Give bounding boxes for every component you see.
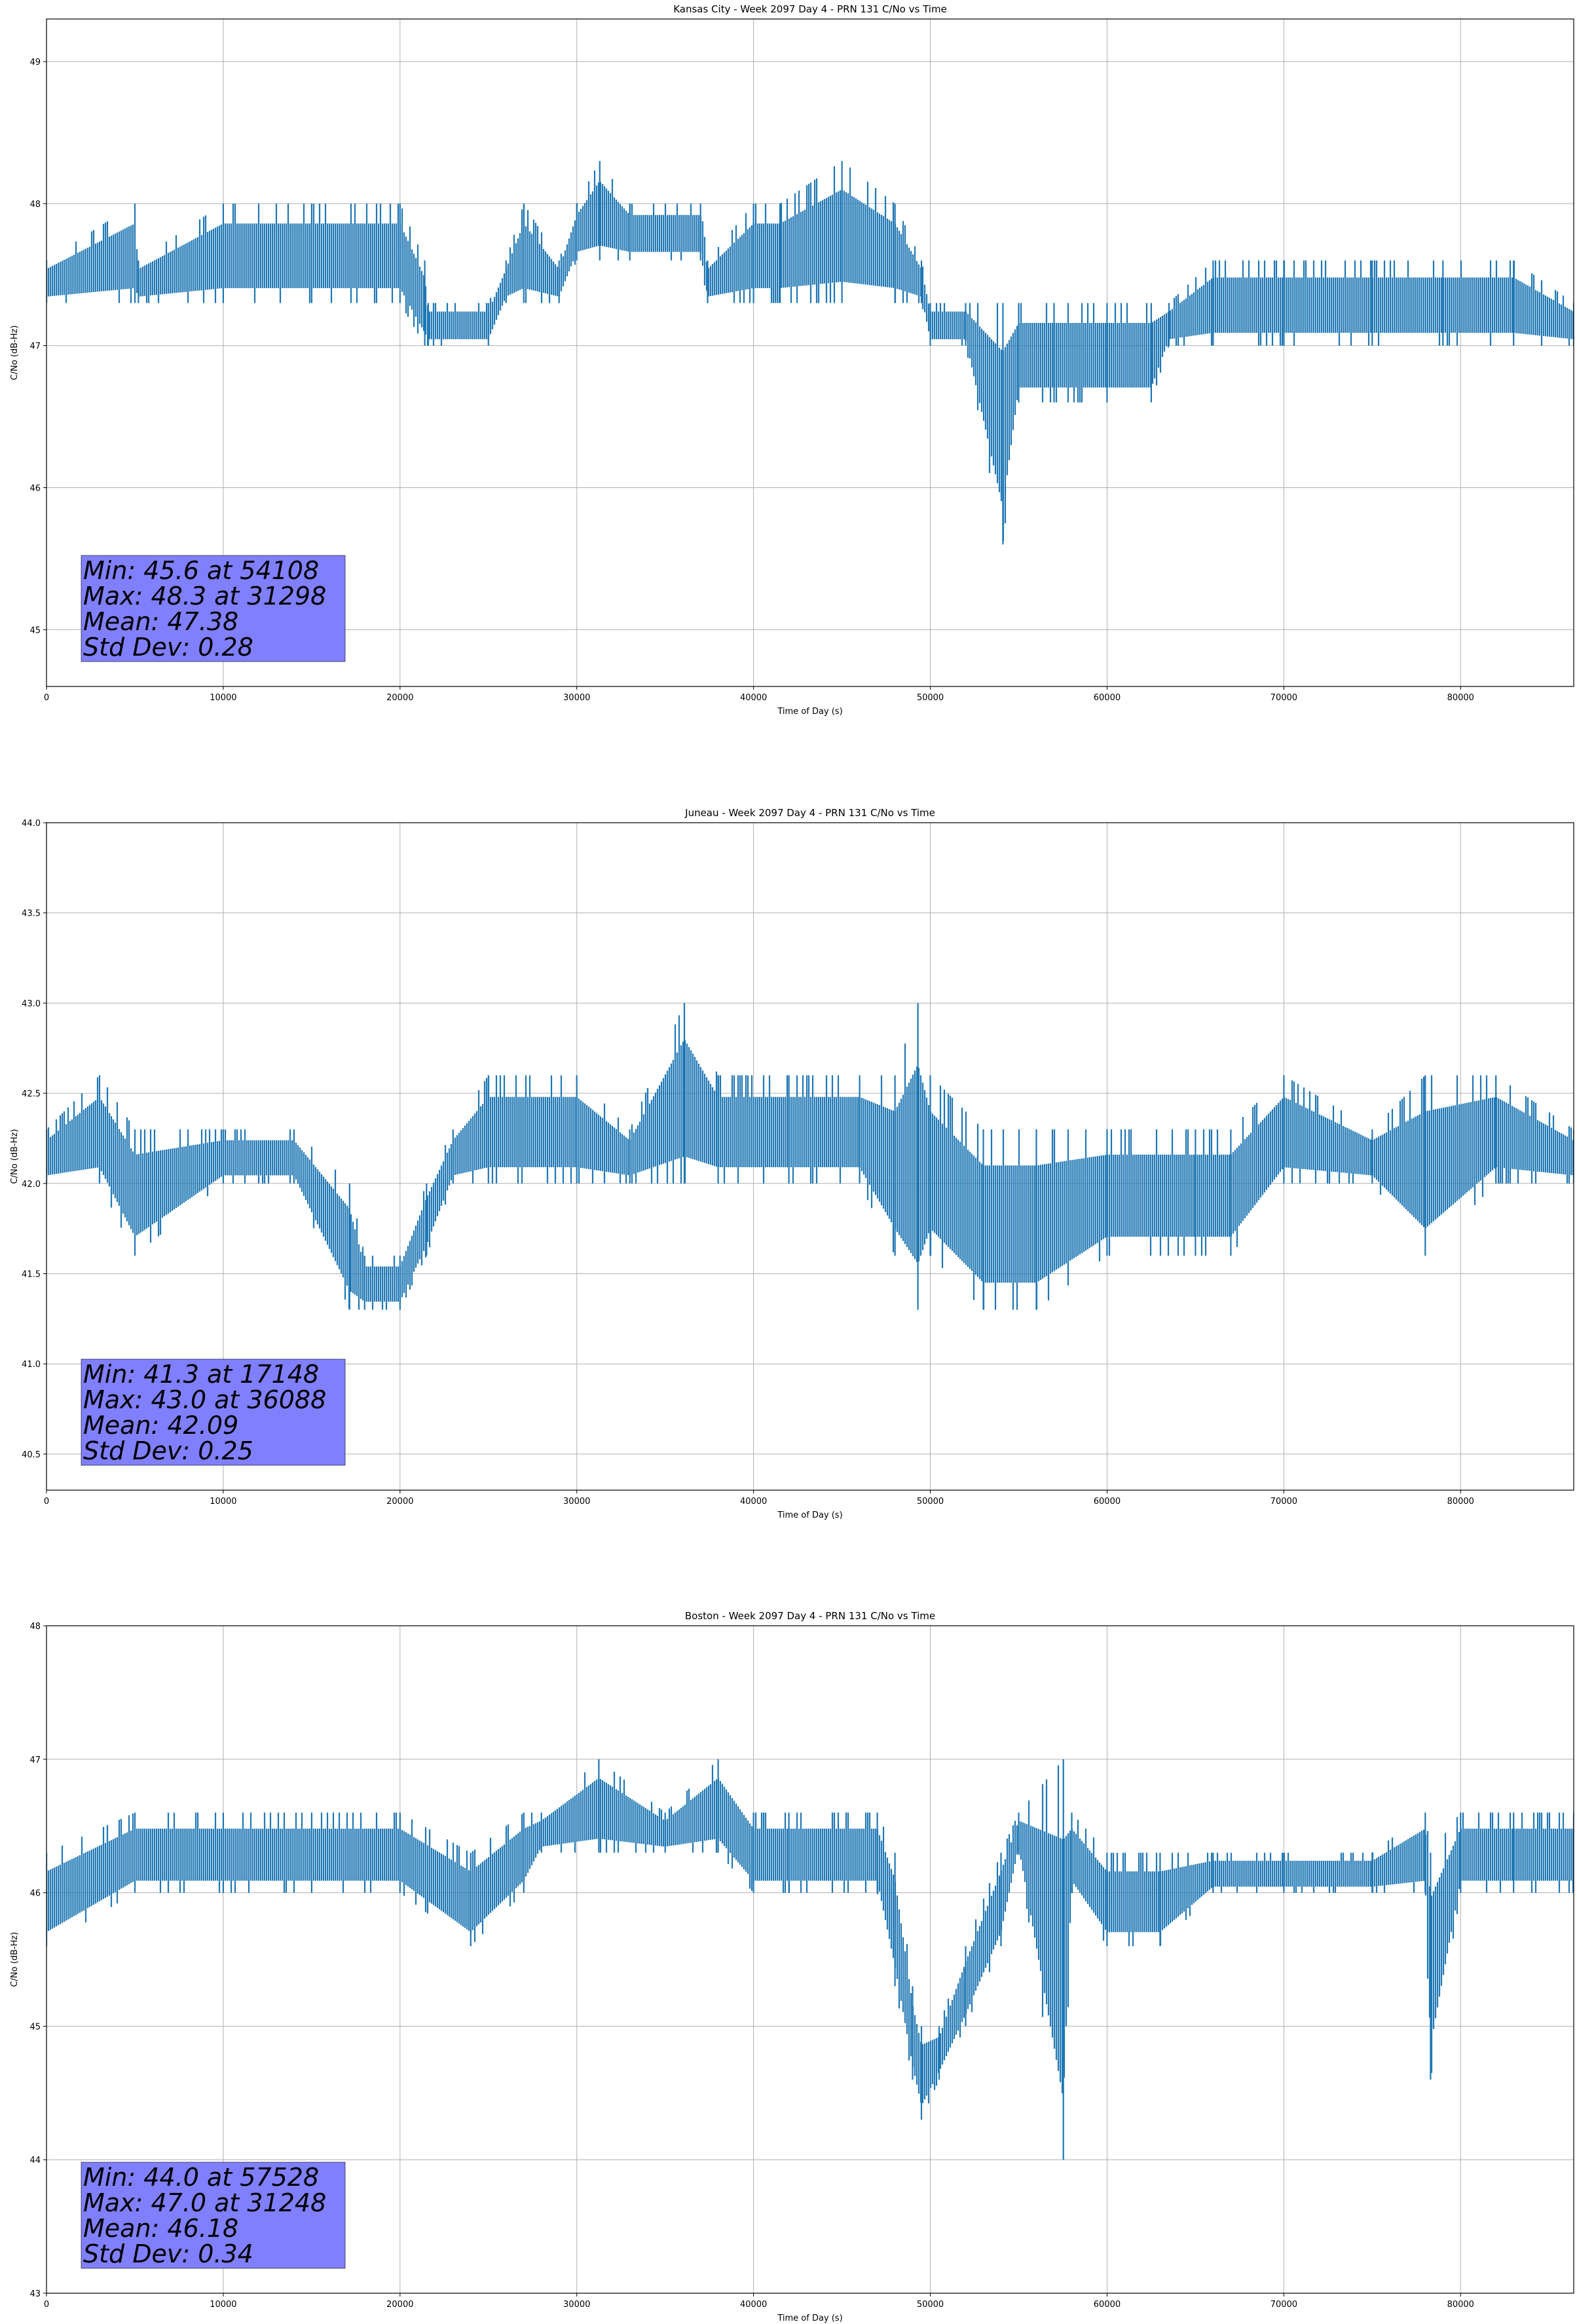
y-tick-label: 44 (29, 2156, 41, 2165)
signal-trace (46, 160, 1574, 545)
signal-line (46, 1759, 1574, 2160)
y-tick-label: 43.0 (22, 999, 41, 1009)
x-tick-label: 0 (44, 1497, 49, 1507)
x-tick-label: 0 (44, 2300, 49, 2310)
stats-mean: Mean: 42.09 (83, 1411, 238, 1440)
stats-std-dev: Std Dev: 0.34 (83, 2240, 253, 2268)
x-axis-ticks: 0 10000 20000 30000 40000 50000 60000 70000 8000… (44, 1490, 1474, 1507)
y-tick-label: 48 (29, 200, 41, 210)
x-axis-label: Time of Day (s) (777, 707, 842, 717)
y-tick-label: 46 (29, 1889, 41, 1899)
stats-max: Max: 43.0 at 36088 (83, 1385, 326, 1414)
x-tick-label: 40000 (740, 693, 767, 703)
y-axis-ticks: 43 44 45 46 47 48 (29, 1622, 46, 2299)
stats-box: Min: 45.6 at 54108 Max: 48.3 at 31298 Me… (81, 555, 346, 662)
x-tick-label: 20000 (386, 693, 413, 703)
stats-max: Max: 48.3 at 31298 (83, 582, 326, 610)
stats-background (81, 1359, 346, 1466)
x-tick-label: 70000 (1271, 1497, 1297, 1507)
y-tick-label: 42.5 (22, 1089, 41, 1099)
signal-trace (46, 1759, 1574, 2160)
x-tick-label: 30000 (563, 1497, 590, 1507)
x-tick-label: 60000 (1094, 1497, 1121, 1507)
chart-title: Juneau - Week 2097 Day 4 - PRN 131 C/No … (684, 807, 935, 819)
plot-frame (46, 18, 1574, 687)
stats-min: Min: 45.6 at 54108 (83, 556, 319, 585)
x-tick-label: 30000 (563, 2300, 590, 2310)
y-axis-ticks: 40.5 41.0 41.5 42.0 42.5 43.0 43.5 44.0 (22, 819, 46, 1460)
x-tick-label: 40000 (740, 2300, 767, 2310)
x-axis-ticks: 0 10000 20000 30000 40000 50000 60000 70000 8000… (44, 2293, 1474, 2310)
y-tick-label: 48 (29, 1622, 41, 1632)
y-tick-label: 46 (29, 483, 41, 493)
stats-min: Min: 41.3 at 17148 (83, 1360, 319, 1389)
signal-line (46, 1003, 1574, 1310)
x-tick-label: 80000 (1447, 2300, 1474, 2310)
x-axis-ticks: 0 10000 20000 30000 40000 50000 60000 70000 8000… (44, 686, 1474, 703)
x-tick-label: 30000 (563, 693, 590, 703)
y-tick-label: 41.0 (22, 1360, 41, 1370)
x-tick-label: 80000 (1447, 693, 1474, 703)
x-tick-label: 10000 (210, 2300, 236, 2310)
x-tick-label: 50000 (917, 2300, 944, 2310)
x-tick-label: 20000 (386, 1497, 413, 1507)
x-tick-label: 0 (44, 693, 49, 703)
y-tick-label: 44.0 (22, 819, 41, 829)
x-tick-label: 60000 (1094, 693, 1121, 703)
stats-background (81, 555, 346, 662)
signal-line (46, 160, 1574, 545)
x-tick-label: 10000 (210, 1497, 236, 1507)
y-tick-label: 41.5 (22, 1270, 41, 1280)
y-tick-label: 45 (29, 2022, 41, 2032)
chart-title: Boston - Week 2097 Day 4 - PRN 131 C/No … (685, 1610, 935, 1622)
x-tick-label: 10000 (210, 693, 236, 703)
y-axis-label: C/No (dB-Hz) (10, 1129, 20, 1184)
y-tick-label: 47 (29, 1755, 41, 1765)
x-tick-label: 50000 (917, 693, 944, 703)
x-tick-label: 50000 (917, 1497, 944, 1507)
x-tick-label: 70000 (1271, 693, 1297, 703)
x-tick-label: 60000 (1094, 2300, 1121, 2310)
y-tick-label: 43 (29, 2289, 41, 2299)
y-tick-label: 47 (29, 342, 41, 352)
x-tick-label: 20000 (386, 2300, 413, 2310)
y-tick-label: 40.5 (22, 1450, 41, 1460)
signal-trace (46, 1003, 1574, 1310)
y-axis-ticks: 45 46 47 48 49 (29, 58, 46, 635)
x-tick-label: 80000 (1447, 1497, 1474, 1507)
stats-mean: Mean: 46.18 (83, 2214, 238, 2243)
stats-std-dev: Std Dev: 0.28 (83, 633, 253, 662)
panel-kansas-city: Kansas City - Week 2097 Day 4 - PRN 131 … (10, 3, 1574, 717)
y-axis-label: C/No (dB-Hz) (10, 326, 20, 381)
x-axis-label: Time of Day (s) (777, 2314, 842, 2323)
x-tick-label: 70000 (1271, 2300, 1297, 2310)
chart-title: Kansas City - Week 2097 Day 4 - PRN 131 … (673, 3, 947, 15)
plot-frame (46, 1625, 1574, 2294)
stats-max: Max: 47.0 at 31248 (83, 2188, 326, 2217)
plot-frame (46, 822, 1574, 1491)
y-tick-label: 49 (29, 58, 41, 67)
panel-boston: Boston - Week 2097 Day 4 - PRN 131 C/No … (10, 1610, 1574, 2323)
stats-box: Min: 41.3 at 17148 Max: 43.0 at 36088 Me… (81, 1359, 346, 1466)
x-tick-label: 40000 (740, 1497, 767, 1507)
x-axis-label: Time of Day (s) (777, 1510, 842, 1520)
stats-mean: Mean: 47.38 (83, 607, 238, 636)
y-tick-label: 43.5 (22, 909, 41, 919)
stats-background (81, 2162, 346, 2269)
y-tick-label: 42.0 (22, 1180, 41, 1190)
stats-std-dev: Std Dev: 0.25 (83, 1436, 253, 1465)
panel-juneau: Juneau - Week 2097 Day 4 - PRN 131 C/No … (10, 807, 1574, 1520)
stats-min: Min: 44.0 at 57528 (83, 2163, 319, 2192)
y-axis-label: C/No (dB-Hz) (10, 1932, 20, 1987)
stats-box: Min: 44.0 at 57528 Max: 47.0 at 31248 Me… (81, 2162, 346, 2269)
y-tick-label: 45 (29, 626, 41, 635)
